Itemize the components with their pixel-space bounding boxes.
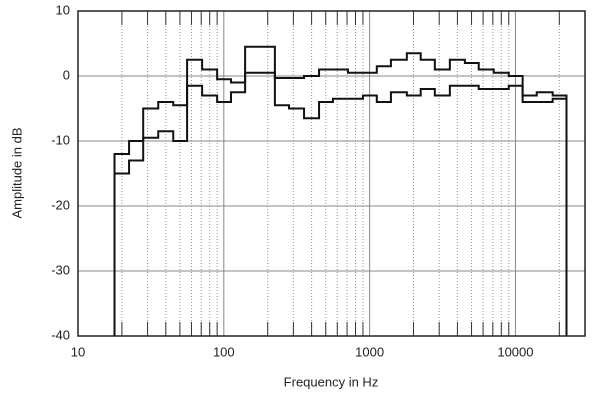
x-tick-label: 10000 [497, 344, 533, 359]
series-line [113, 45, 568, 336]
y-tick-label: -20 [51, 197, 70, 212]
plot-background [78, 11, 585, 336]
series-line [113, 71, 568, 336]
y-tick-label: -40 [51, 327, 70, 342]
x-axis-label: Frequency in Hz [284, 374, 379, 389]
x-tick-label: 100 [213, 344, 235, 359]
x-tick-label: 10 [71, 344, 85, 359]
x-tick-label: 1000 [355, 344, 384, 359]
y-tick-label: 10 [56, 2, 70, 17]
plot-frame [77, 10, 586, 337]
y-axis-label: Amplitude in dB [9, 127, 24, 218]
y-tick-label: -10 [51, 132, 70, 147]
y-tick-label: -30 [51, 262, 70, 277]
y-tick-label: 0 [63, 67, 70, 82]
